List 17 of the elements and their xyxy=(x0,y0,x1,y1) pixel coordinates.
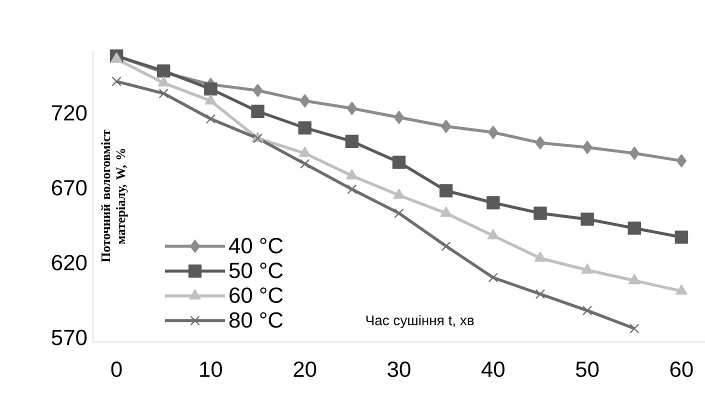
y-tick-label: 670 xyxy=(52,180,87,196)
x-tick-label: 20 xyxy=(294,362,316,378)
x-tick-label: 0 xyxy=(111,362,122,378)
x-tick-label: 60 xyxy=(670,362,693,378)
legend-label: 60 °C xyxy=(230,287,283,303)
y-axis-title: Поточний вологовміст матеріалу, W, % xyxy=(101,130,128,262)
legend-label: 40 °C xyxy=(229,238,283,254)
x-tick-label: 40 xyxy=(481,362,504,378)
x-axis-title: Час сушіння t, хв xyxy=(366,315,474,328)
x-tick-label: 10 xyxy=(200,362,222,378)
y-tick-label: 720 xyxy=(52,105,87,121)
y-tick-label: 620 xyxy=(52,254,87,270)
legend-label: 80 °C xyxy=(229,312,283,328)
y-tick-label: 570 xyxy=(52,330,87,346)
legend-label: 50 °C xyxy=(229,262,283,278)
x-tick-label: 30 xyxy=(388,362,410,378)
x-tick-label: 50 xyxy=(576,362,599,378)
